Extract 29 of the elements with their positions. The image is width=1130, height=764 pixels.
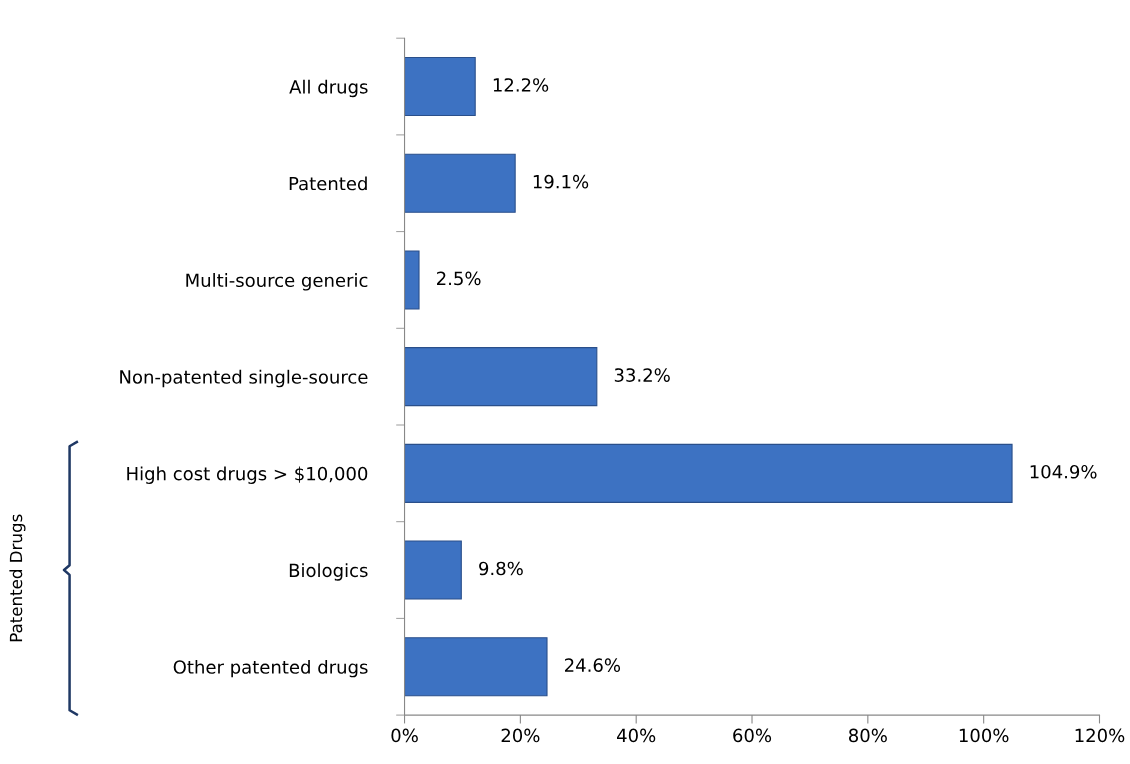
y-tick-label: Multi-source generic (186, 273, 368, 291)
y-tick-label: All drugs (289, 79, 368, 98)
x-tick-label: 40% (617, 728, 656, 743)
x-tick-label: 100% (959, 728, 1009, 743)
text: Patented Drugs (9, 514, 26, 642)
x-tick-label: 0% (391, 728, 418, 743)
data-label: 9.8% (479, 561, 523, 576)
data-label: 12.2% (493, 78, 549, 92)
x-tick-label: 120% (1075, 728, 1125, 743)
data-label: 19.1% (533, 174, 589, 189)
data-label: 33.2% (614, 368, 670, 382)
bar (404, 540, 462, 600)
y-tick-label: Other patented drugs (173, 659, 368, 678)
y-tick-label: High cost drugs > $10,000 (127, 466, 368, 484)
x-tick-label: 20% (501, 728, 540, 743)
y-tick-label: Patented (289, 176, 367, 191)
data-label: 2.5% (437, 271, 481, 286)
bar (404, 637, 548, 697)
bar (404, 443, 1013, 503)
y-tick-label: Biologics (289, 563, 368, 581)
bar (404, 347, 598, 407)
x-tick-label: 60% (733, 728, 772, 743)
bar (404, 250, 420, 310)
data-label: 104.9% (1030, 464, 1097, 479)
data-label: 24.6% (564, 658, 621, 672)
bar (404, 153, 516, 213)
y-tick-label: Non-patented single-source (120, 369, 368, 388)
x-tick-label: 80% (849, 728, 887, 743)
bar (404, 56, 476, 117)
